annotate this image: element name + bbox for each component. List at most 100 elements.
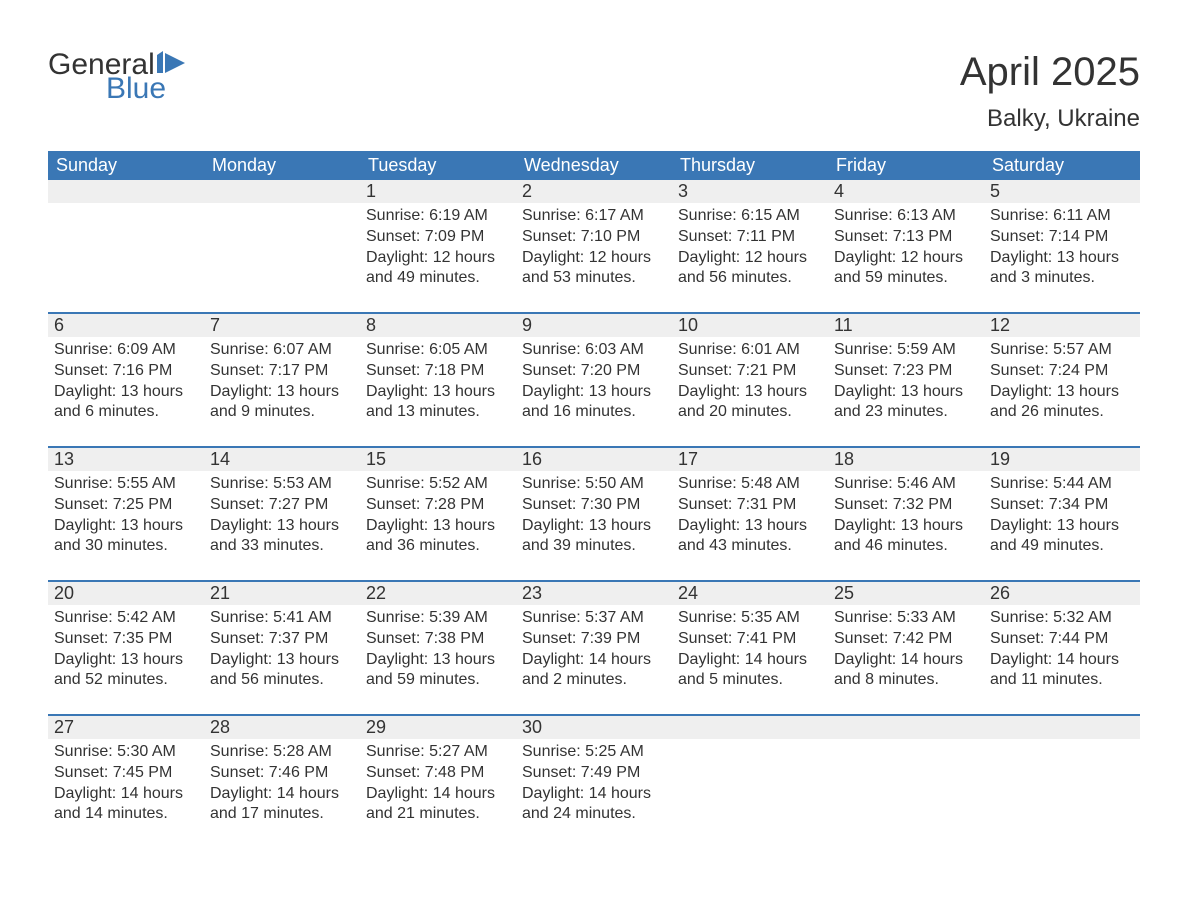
day-body: Sunrise: 5:25 AMSunset: 7:49 PMDaylight:… — [522, 742, 666, 825]
day-body: Sunrise: 5:32 AMSunset: 7:44 PMDaylight:… — [990, 608, 1134, 691]
daylight-text: Daylight: 13 hours and 26 minutes. — [990, 382, 1134, 424]
sunset-text: Sunset: 7:11 PM — [678, 227, 822, 248]
daylight-text: Daylight: 14 hours and 5 minutes. — [678, 650, 822, 692]
sunset-text: Sunset: 7:42 PM — [834, 629, 978, 650]
sunrise-text: Sunrise: 5:42 AM — [54, 608, 198, 629]
day-number-row: 5 — [984, 180, 1140, 203]
day-cell: 25 Sunrise: 5:33 AMSunset: 7:42 PMDayligh… — [828, 582, 984, 702]
day-cell: 28Sunrise: 5:28 AMSunset: 7:46 PMDayligh… — [204, 716, 360, 836]
daylight-text: Daylight: 14 hours and 11 minutes. — [990, 650, 1134, 692]
week-row: 27Sunrise: 5:30 AMSunset: 7:45 PMDayligh… — [48, 714, 1140, 836]
sunset-text: Sunset: 7:49 PM — [522, 763, 666, 784]
sunset-text: Sunset: 7:13 PM — [834, 227, 978, 248]
day-cell: 29Sunrise: 5:27 AMSunset: 7:48 PMDayligh… — [360, 716, 516, 836]
day-number: 23 — [522, 583, 542, 603]
day-body: Sunrise: 5:55 AMSunset: 7:25 PMDaylight:… — [54, 474, 198, 557]
week-row: 20Sunrise: 5:42 AMSunset: 7:35 PMDayligh… — [48, 580, 1140, 702]
day-number: 22 — [366, 583, 386, 603]
sunset-text: Sunset: 7:10 PM — [522, 227, 666, 248]
day-body: Sunrise: 5:33 AMSunset: 7:42 PMDaylight:… — [834, 608, 978, 691]
sunrise-text: Sunrise: 5:55 AM — [54, 474, 198, 495]
day-cell: 7Sunrise: 6:07 AMSunset: 7:17 PMDaylight… — [204, 314, 360, 434]
daylight-text: Daylight: 12 hours and 56 minutes. — [678, 248, 822, 290]
day-number: 16 — [522, 449, 542, 469]
day-number-row: 16 — [516, 448, 672, 471]
daylight-text: Daylight: 13 hours and 9 minutes. — [210, 382, 354, 424]
daylight-text: Daylight: 13 hours and 52 minutes. — [54, 650, 198, 692]
sunrise-text: Sunrise: 5:25 AM — [522, 742, 666, 763]
day-body: Sunrise: 5:59 AMSunset: 7:23 PMDaylight:… — [834, 340, 978, 423]
title-block: April 2025 Balky, Ukraine — [960, 50, 1140, 133]
day-number-row: 19 — [984, 448, 1140, 471]
sunset-text: Sunset: 7:18 PM — [366, 361, 510, 382]
daylight-text: Daylight: 13 hours and 59 minutes. — [366, 650, 510, 692]
daylight-text: Daylight: 13 hours and 20 minutes. — [678, 382, 822, 424]
sunset-text: Sunset: 7:39 PM — [522, 629, 666, 650]
daylight-text: Daylight: 14 hours and 2 minutes. — [522, 650, 666, 692]
sunrise-text: Sunrise: 6:03 AM — [522, 340, 666, 361]
sunrise-text: Sunrise: 5:41 AM — [210, 608, 354, 629]
sunset-text: Sunset: 7:32 PM — [834, 495, 978, 516]
day-number-row — [204, 180, 360, 203]
day-number-row: 10 — [672, 314, 828, 337]
sunrise-text: Sunrise: 5:44 AM — [990, 474, 1134, 495]
sunrise-text: Sunrise: 5:32 AM — [990, 608, 1134, 629]
day-body: Sunrise: 5:50 AMSunset: 7:30 PMDaylight:… — [522, 474, 666, 557]
day-body: Sunrise: 5:39 AMSunset: 7:38 PMDaylight:… — [366, 608, 510, 691]
day-number: 25 — [834, 583, 854, 603]
day-body: Sunrise: 6:09 AMSunset: 7:16 PMDaylight:… — [54, 340, 198, 423]
day-number-row: 23 — [516, 582, 672, 605]
daylight-text: Daylight: 12 hours and 53 minutes. — [522, 248, 666, 290]
day-cell: 30Sunrise: 5:25 AMSunset: 7:49 PMDayligh… — [516, 716, 672, 836]
day-body: Sunrise: 5:28 AMSunset: 7:46 PMDaylight:… — [210, 742, 354, 825]
sunset-text: Sunset: 7:44 PM — [990, 629, 1134, 650]
day-cell — [204, 180, 360, 300]
day-number: 11 — [834, 315, 853, 335]
day-cell: 27Sunrise: 5:30 AMSunset: 7:45 PMDayligh… — [48, 716, 204, 836]
week-row: 1Sunrise: 6:19 AMSunset: 7:09 PMDaylight… — [48, 180, 1140, 300]
day-number-row: 15 — [360, 448, 516, 471]
day-number-row: 27 — [48, 716, 204, 739]
day-cell — [984, 716, 1140, 836]
sunrise-text: Sunrise: 6:09 AM — [54, 340, 198, 361]
day-body: Sunrise: 5:53 AMSunset: 7:27 PMDaylight:… — [210, 474, 354, 557]
day-body: Sunrise: 5:57 AMSunset: 7:24 PMDaylight:… — [990, 340, 1134, 423]
day-body: Sunrise: 5:35 AMSunset: 7:41 PMDaylight:… — [678, 608, 822, 691]
day-number: 29 — [366, 717, 386, 737]
day-number-row — [828, 716, 984, 739]
sunrise-text: Sunrise: 6:11 AM — [990, 206, 1134, 227]
day-body: Sunrise: 6:03 AMSunset: 7:20 PMDaylight:… — [522, 340, 666, 423]
day-cell: 1Sunrise: 6:19 AMSunset: 7:09 PMDaylight… — [360, 180, 516, 300]
daylight-text: Daylight: 13 hours and 6 minutes. — [54, 382, 198, 424]
day-cell: 21Sunrise: 5:41 AMSunset: 7:37 PMDayligh… — [204, 582, 360, 702]
day-cell: 23 Sunrise: 5:37 AMSunset: 7:39 PMDayligh… — [516, 582, 672, 702]
day-number-row: 21 — [204, 582, 360, 605]
week-row: 6 Sunrise: 6:09 AMSunset: 7:16 PMDaylight… — [48, 312, 1140, 434]
sunrise-text: Sunrise: 5:28 AM — [210, 742, 354, 763]
day-cell: 14 Sunrise: 5:53 AMSunset: 7:27 PMDayligh… — [204, 448, 360, 568]
sunrise-text: Sunrise: 5:33 AM — [834, 608, 978, 629]
day-cell: 24 Sunrise: 5:35 AMSunset: 7:41 PMDayligh… — [672, 582, 828, 702]
day-number: 19 — [990, 449, 1010, 469]
day-body: Sunrise: 5:37 AMSunset: 7:39 PMDaylight:… — [522, 608, 666, 691]
week-row: 13Sunrise: 5:55 AMSunset: 7:25 PMDayligh… — [48, 446, 1140, 568]
day-number: 6 — [54, 315, 64, 335]
day-number: 10 — [678, 315, 698, 335]
day-number-row: 6 — [48, 314, 204, 337]
sunrise-text: Sunrise: 6:13 AM — [834, 206, 978, 227]
day-number-row: 26 — [984, 582, 1140, 605]
day-cell: 6 Sunrise: 6:09 AMSunset: 7:16 PMDaylight… — [48, 314, 204, 434]
sunrise-text: Sunrise: 5:52 AM — [366, 474, 510, 495]
sunrise-text: Sunrise: 6:19 AM — [366, 206, 510, 227]
day-number: 15 — [366, 449, 386, 469]
daylight-text: Daylight: 13 hours and 43 minutes. — [678, 516, 822, 558]
day-number-row: 24 — [672, 582, 828, 605]
day-number-row — [672, 716, 828, 739]
day-number-row: 14 — [204, 448, 360, 471]
sunset-text: Sunset: 7:31 PM — [678, 495, 822, 516]
day-number: 8 — [366, 315, 376, 335]
day-cell: 15 Sunrise: 5:52 AMSunset: 7:28 PMDayligh… — [360, 448, 516, 568]
day-body: Sunrise: 5:52 AMSunset: 7:28 PMDaylight:… — [366, 474, 510, 557]
sunrise-text: Sunrise: 5:48 AM — [678, 474, 822, 495]
day-number: 26 — [990, 583, 1010, 603]
